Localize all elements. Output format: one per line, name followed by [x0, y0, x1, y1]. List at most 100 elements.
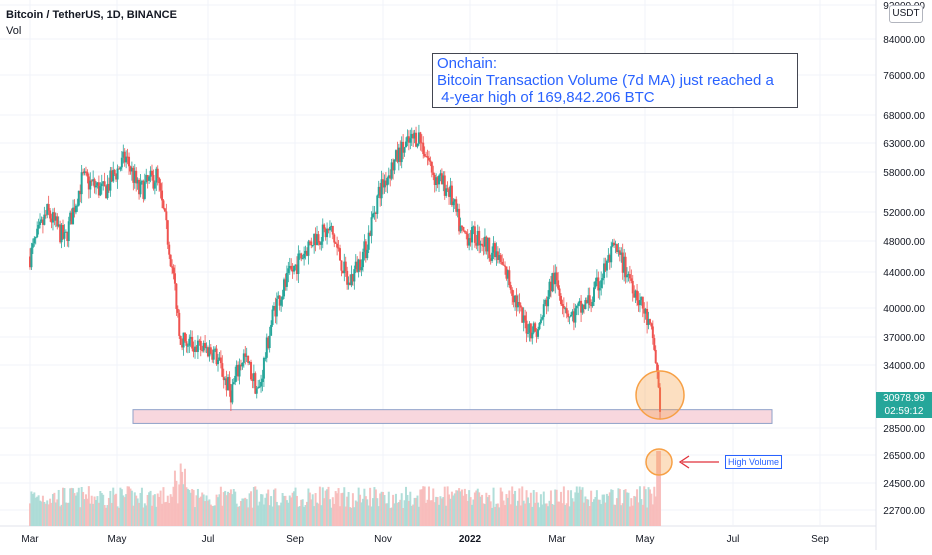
candle-body-134 — [221, 363, 224, 377]
volume-bar-279 — [429, 500, 432, 526]
candle-body-425 — [638, 300, 641, 306]
candle-body-439 — [659, 387, 662, 412]
candle-body-351 — [532, 323, 535, 333]
candle-body-420 — [631, 280, 634, 294]
volume-bar-317 — [483, 504, 486, 526]
volume-bar-8 — [40, 501, 43, 526]
candle-body-216 — [338, 248, 341, 261]
volume-bar-143 — [234, 491, 237, 526]
volume-bar-178 — [284, 495, 287, 526]
candle-body-365 — [552, 273, 555, 285]
volume-bar-432 — [648, 489, 651, 526]
candle-body-34 — [77, 190, 80, 206]
volume-bar-106 — [181, 471, 184, 526]
y-tick-label-10: 37000.00 — [883, 333, 925, 344]
volume-bar-407 — [613, 504, 616, 526]
candle-body-415 — [624, 256, 627, 278]
volume-bar-175 — [280, 502, 283, 526]
candle-body-37 — [82, 172, 85, 174]
volume-bar-306 — [468, 490, 471, 526]
candle-body-179 — [285, 272, 288, 287]
candle-body-101 — [173, 273, 176, 284]
candle-body-332 — [505, 266, 508, 279]
volume-bar-97 — [168, 503, 171, 526]
candle-body-410 — [617, 250, 620, 253]
volume-bar-386 — [582, 502, 585, 526]
volume-bar-44 — [92, 503, 95, 526]
volume-bar-71 — [130, 490, 133, 526]
volume-bar-349 — [529, 492, 532, 526]
volume-bar-21 — [59, 506, 62, 526]
volume-bar-385 — [581, 487, 584, 526]
candle-body-254 — [393, 159, 396, 171]
volume-bar-392 — [591, 501, 594, 526]
candle-body-388 — [585, 300, 588, 304]
volume-bar-399 — [601, 494, 604, 526]
candle-body-297 — [455, 199, 458, 212]
candle-body-183 — [291, 269, 294, 272]
candle-body-106 — [181, 344, 184, 348]
currency-button[interactable]: USDT — [889, 5, 923, 23]
volume-bar-184 — [293, 491, 296, 526]
candle-body-377 — [570, 314, 573, 317]
candle-body-224 — [350, 274, 353, 286]
volume-bar-358 — [542, 491, 545, 526]
y-tick-label-11: 34000.00 — [883, 361, 925, 372]
volume-bar-68 — [126, 486, 129, 526]
volume-bar-37 — [82, 491, 85, 526]
volume-bar-309 — [472, 499, 475, 526]
volume-bar-365 — [552, 504, 555, 526]
volume-bar-121 — [202, 494, 205, 526]
candle-body-260 — [402, 141, 405, 153]
volume-bar-11 — [44, 503, 47, 526]
candle-body-173 — [277, 295, 280, 299]
candle-body-93 — [162, 200, 165, 209]
candle-body-413 — [621, 252, 624, 273]
volume-bar-0 — [29, 503, 31, 526]
candle-body-284 — [436, 177, 439, 185]
arrow-head — [678, 455, 690, 469]
volume-bar-201 — [317, 503, 320, 526]
candle-body-241 — [374, 212, 377, 214]
volume-bar-285 — [438, 504, 441, 526]
price-axis[interactable]: 92000.0084000.0076000.0068000.0063000.00… — [883, 1, 925, 517]
volume-bar-348 — [528, 503, 531, 526]
volume-bar-159 — [257, 505, 260, 526]
candle-body-161 — [260, 382, 263, 387]
candle-body-369 — [558, 288, 561, 296]
candle-body-308 — [471, 226, 474, 243]
candle-body-399 — [601, 278, 604, 281]
volume-bar-256 — [396, 502, 399, 526]
volume-bar-149 — [242, 498, 245, 526]
candle-body-132 — [218, 357, 221, 360]
support-zone-rect — [132, 409, 773, 424]
volume-bar-378 — [571, 498, 574, 526]
candle-body-72 — [132, 167, 135, 183]
candle-body-48 — [97, 182, 100, 196]
candle-body-302 — [462, 226, 465, 231]
volume-bar-428 — [643, 486, 646, 526]
volume-indicator-label[interactable]: Vol — [6, 25, 22, 37]
volume-bar-295 — [452, 495, 455, 526]
candle-body-418 — [628, 274, 631, 279]
time-axis[interactable]: Mar May Jul Sep Nov 2022 Mar May Jul Sep — [21, 534, 829, 545]
candle-body-77 — [139, 181, 142, 195]
volume-bar-401 — [604, 502, 607, 526]
candle-body-36 — [80, 172, 83, 195]
candle-body-291 — [446, 188, 449, 190]
candle-body-11 — [44, 214, 47, 216]
candle-body-118 — [198, 340, 201, 342]
candle-body-427 — [641, 296, 644, 309]
volume-bar-104 — [178, 484, 181, 526]
candle-body-405 — [610, 246, 613, 263]
volume-bar-298 — [456, 490, 459, 526]
volume-bar-351 — [532, 490, 535, 526]
volume-bar-197 — [311, 494, 314, 526]
candle-body-339 — [515, 295, 518, 308]
volume-bar-344 — [522, 500, 525, 526]
volume-bar-316 — [482, 503, 485, 526]
volume-bar-398 — [600, 504, 603, 526]
volume-bar-47 — [96, 496, 99, 526]
candle-body-372 — [562, 305, 565, 309]
candle-body-330 — [502, 264, 505, 266]
